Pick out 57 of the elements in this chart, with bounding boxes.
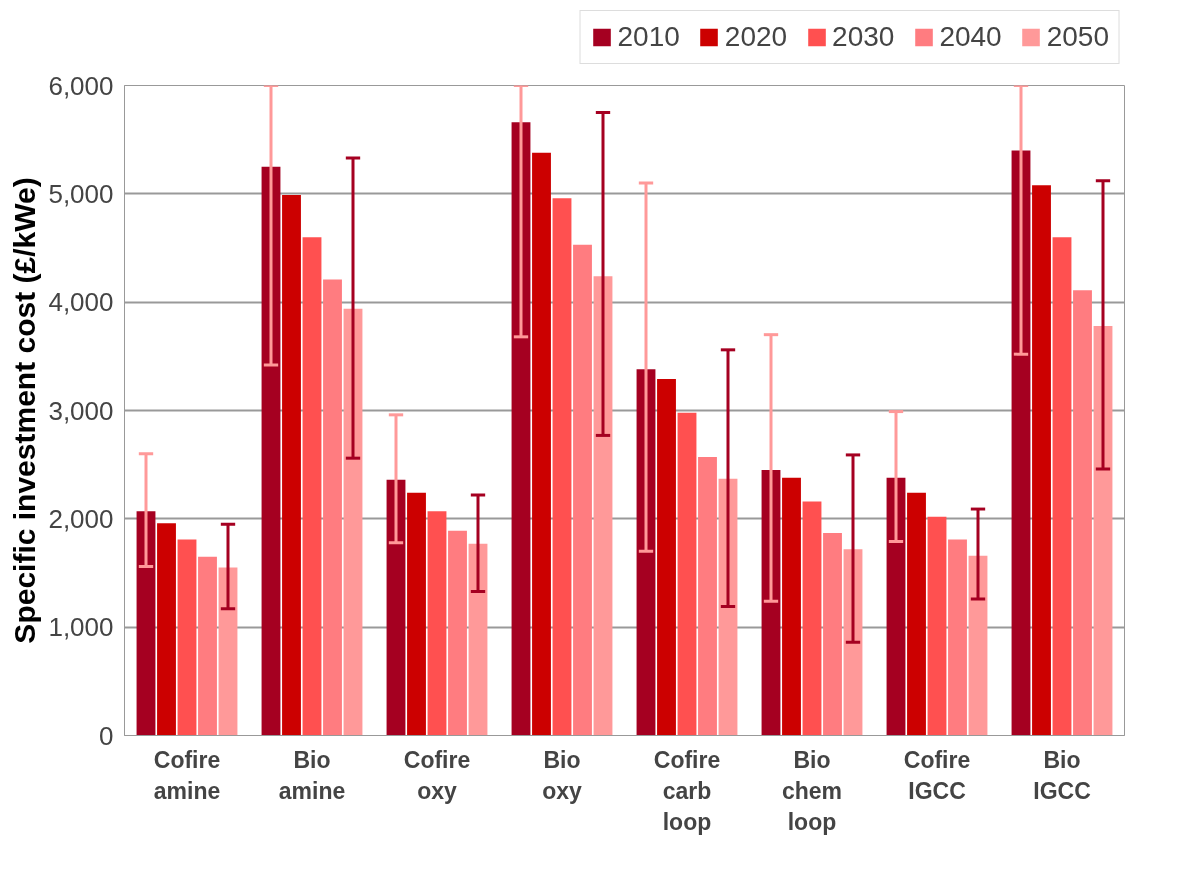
bar xyxy=(407,492,426,736)
bar xyxy=(261,166,281,736)
bar xyxy=(343,308,363,736)
x-tick-label: Bio chem loop xyxy=(781,746,843,835)
x-tick-label: Cofire amine xyxy=(153,746,221,804)
bar xyxy=(593,276,613,736)
bar xyxy=(552,198,572,736)
bar xyxy=(1052,237,1072,736)
y-tick-label: 5,000 xyxy=(48,178,114,209)
y-tick-label: 4,000 xyxy=(48,287,114,318)
bar xyxy=(218,567,238,736)
y-tick-label: 6,000 xyxy=(48,70,114,101)
y-axis-title: Specific investment cost (£/kWe) xyxy=(7,177,41,644)
x-tick-label: Bio amine xyxy=(278,746,346,804)
bar xyxy=(386,479,406,736)
bar xyxy=(532,152,551,736)
legend-label: 2050 xyxy=(1046,21,1109,53)
bar xyxy=(302,237,322,736)
bar xyxy=(968,555,988,736)
bar xyxy=(698,457,717,736)
legend-label: 2010 xyxy=(617,21,680,53)
bar xyxy=(782,477,801,736)
bar xyxy=(1032,185,1051,736)
bar xyxy=(427,511,447,736)
y-tick-label: 2,000 xyxy=(48,503,114,534)
x-tick-label: Bio oxy xyxy=(542,746,583,804)
bar xyxy=(177,539,197,736)
x-tick-label: Cofire oxy xyxy=(403,746,471,804)
y-tick-label: 1,000 xyxy=(48,612,114,643)
bar xyxy=(948,539,967,736)
bar xyxy=(511,122,531,736)
bar xyxy=(282,194,301,736)
bar xyxy=(907,492,926,736)
bar xyxy=(1073,290,1092,736)
bar xyxy=(677,412,697,736)
bar xyxy=(927,516,947,736)
bar xyxy=(468,543,488,736)
bar xyxy=(323,279,342,736)
y-tick-label: 0 xyxy=(99,720,114,751)
bar xyxy=(657,379,676,736)
bar xyxy=(823,532,842,736)
bar xyxy=(1011,150,1031,736)
x-tick-label: Cofire carb loop xyxy=(653,746,721,835)
legend-label: 2030 xyxy=(832,21,895,53)
bar xyxy=(157,523,176,736)
legend-label: 2040 xyxy=(939,21,1002,53)
bar xyxy=(802,501,822,736)
bar xyxy=(198,556,217,736)
x-tick-label: Cofire IGCC xyxy=(903,746,971,804)
bar xyxy=(573,244,592,736)
bar xyxy=(886,477,906,736)
x-tick-label: Bio IGCC xyxy=(1033,746,1091,804)
bar xyxy=(136,511,156,736)
y-tick-label: 3,000 xyxy=(48,395,114,426)
legend-label: 2020 xyxy=(724,21,788,53)
bar xyxy=(448,530,467,736)
bar xyxy=(1093,326,1113,736)
